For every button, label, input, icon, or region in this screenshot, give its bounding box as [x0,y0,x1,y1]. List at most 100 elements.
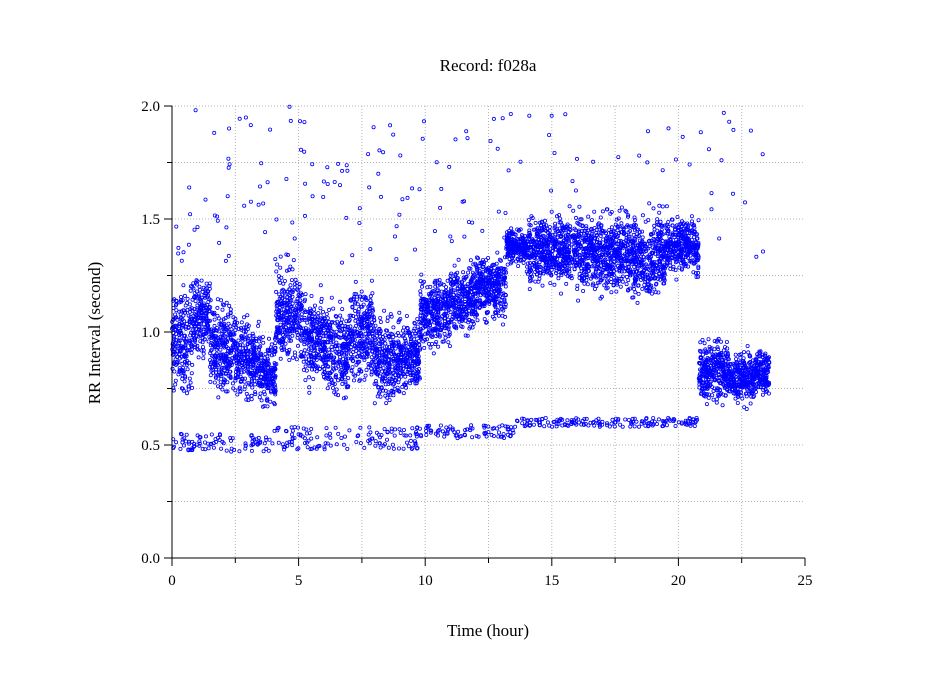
data-point [646,218,651,223]
data-point [281,300,286,305]
data-point [514,259,519,264]
data-point [199,348,204,353]
data-point [282,320,287,325]
data-point [174,325,179,330]
data-point [233,316,238,321]
data-point [279,345,284,350]
data-point [370,291,375,296]
data-point [243,346,248,351]
data-point [224,389,229,394]
data-point [211,312,216,317]
data-point [446,340,451,345]
data-point [237,385,242,390]
data-point [431,351,436,356]
data-point [571,208,576,213]
data-point [204,318,209,323]
data-point [180,376,185,381]
data-point [197,324,202,329]
data-point [527,287,532,292]
data-point [577,271,582,276]
data-point [274,309,279,314]
data-point [609,280,614,285]
data-point [228,350,233,355]
data-point [257,395,262,400]
data-point [216,395,221,400]
data-point [215,357,220,362]
data-point [585,282,590,287]
data-point [626,278,631,283]
data-point [215,353,220,358]
data-point [274,269,279,274]
data-point [362,377,367,382]
data-point [190,308,195,313]
data-point [187,302,192,307]
data-point [592,286,597,291]
data-point [236,348,241,353]
data-point [181,283,186,288]
data-point [183,345,188,350]
data-point [456,257,461,262]
data-point [196,315,201,320]
data-point [272,401,277,406]
data-point [204,317,209,322]
data-point [338,299,343,304]
data-point [239,370,244,375]
data-point [265,348,270,353]
data-point [278,265,283,270]
data-point [290,355,295,360]
data-point [436,344,441,349]
data-point [592,209,597,214]
data-point [192,318,197,323]
data-point [353,308,358,313]
data-point [428,345,433,350]
data-point [295,299,300,304]
data-point [521,260,526,265]
data-point [227,329,232,334]
data-point [602,283,607,288]
data-point [269,371,274,376]
rr-interval-points [169,104,772,454]
data-point [318,306,323,311]
data-point [338,355,343,360]
data-point [294,330,299,335]
data-point [220,307,225,312]
data-point [192,295,197,300]
data-point [182,293,187,298]
data-point [199,295,204,300]
data-point [198,333,203,338]
data-point [288,264,293,269]
data-point [186,384,191,389]
data-point [187,376,192,381]
data-point [526,217,531,222]
data-point [618,284,623,289]
data-point [624,282,629,287]
data-point [640,286,645,291]
data-point [246,369,251,374]
data-point [243,364,248,369]
data-point [295,296,300,301]
data-point [260,335,265,340]
data-point [258,374,263,379]
data-point [181,353,186,358]
data-point [235,392,240,397]
data-point [243,325,248,330]
data-point [212,357,217,362]
data-point [219,369,224,374]
data-point [223,334,228,339]
data-point [180,361,185,366]
data-point [299,312,304,317]
data-point [368,294,373,299]
data-point [242,325,247,330]
data-point [212,317,217,322]
data-point [230,343,235,348]
data-point [193,329,198,334]
data-point [218,322,223,327]
data-point [223,371,228,376]
data-point [178,315,183,320]
data-point [172,369,177,374]
data-point [326,347,331,352]
data-point [217,361,222,366]
data-point [218,385,223,390]
data-point [559,291,564,296]
data-point [231,386,236,391]
